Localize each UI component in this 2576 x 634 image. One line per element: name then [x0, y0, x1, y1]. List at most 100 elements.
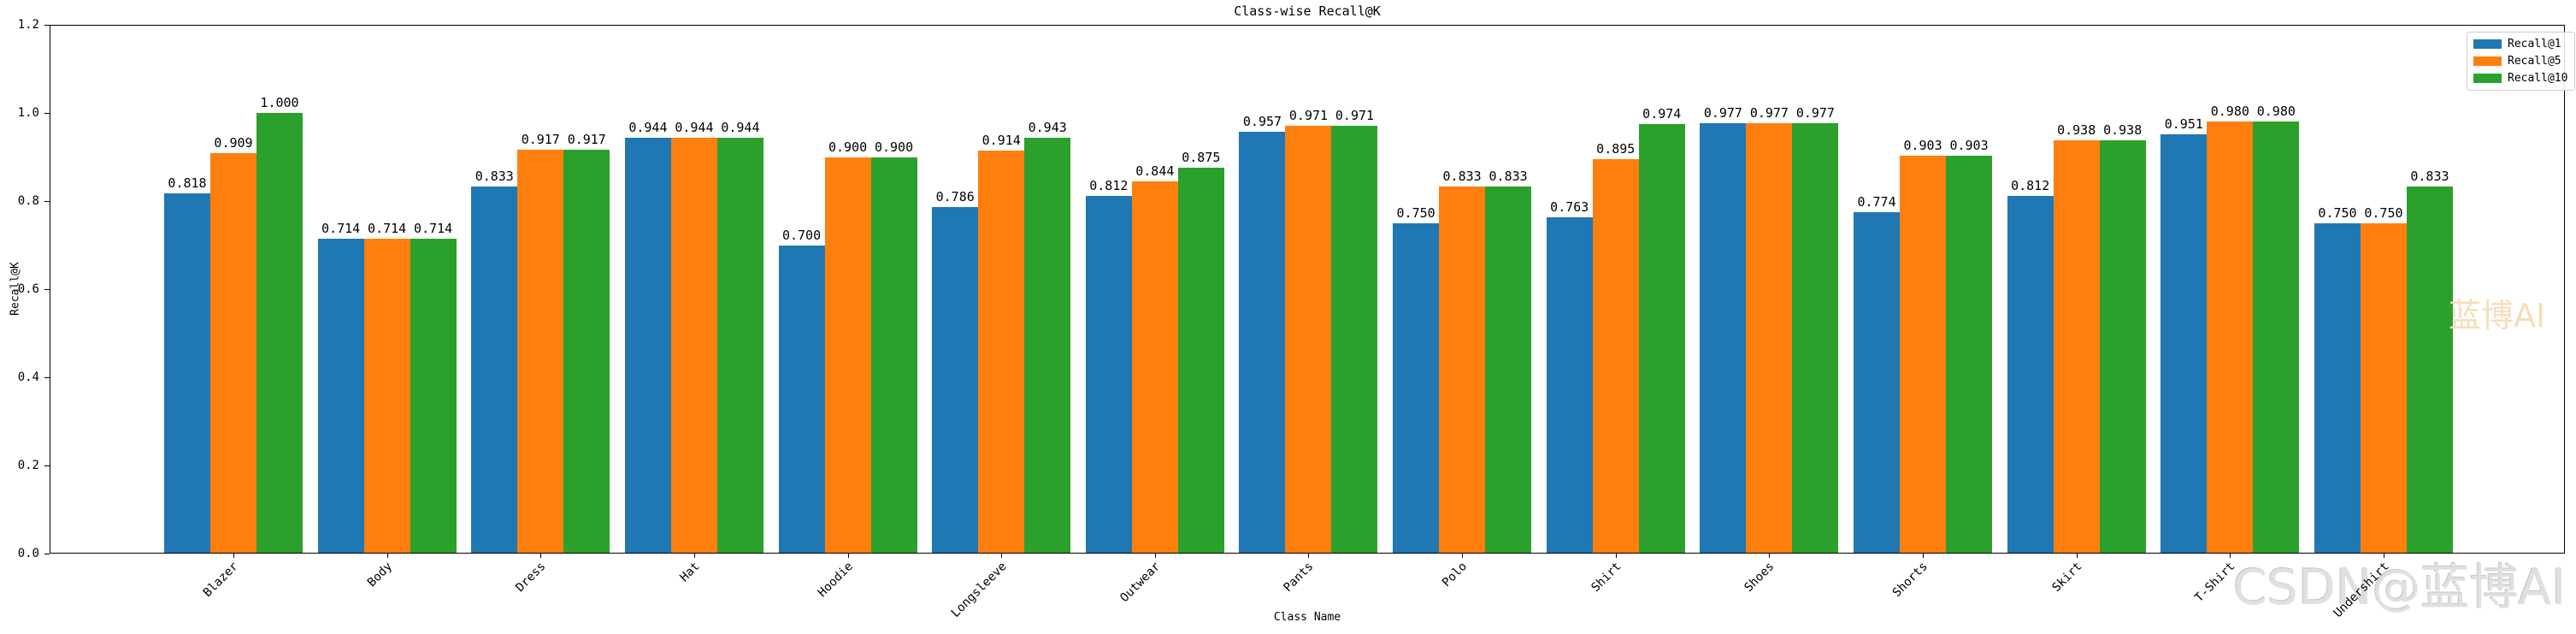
bar: [2253, 121, 2300, 553]
x-tick-mark: [1001, 554, 1003, 558]
bar: [778, 245, 825, 553]
bar-value-label: 0.944: [721, 119, 760, 135]
bar: [1131, 181, 1178, 553]
bar-value-label: 0.943: [1028, 120, 1067, 136]
bar-value-label: 0.951: [2164, 116, 2203, 133]
x-tick-mark: [693, 554, 695, 558]
chart-title: Class-wise Recall@K: [1234, 3, 1381, 19]
x-tick-label: Shirt: [1588, 560, 1624, 595]
bar: [1085, 195, 1132, 553]
x-tick-mark: [847, 554, 849, 558]
bar-value-label: 0.875: [1182, 150, 1221, 166]
bar: [410, 239, 457, 553]
y-tick-mark: [44, 289, 50, 290]
bar: [2160, 134, 2208, 553]
x-tick-mark: [1462, 554, 1464, 558]
x-tick-mark: [1154, 554, 1156, 558]
bar: [1546, 217, 1593, 553]
x-tick-label: Shoes: [1742, 560, 1777, 595]
x-tick-label: Hat: [677, 560, 703, 585]
x-tick-label: Polo: [1440, 560, 1471, 590]
bar-value-label: 0.763: [1550, 199, 1589, 216]
legend-label: Recall@5: [2508, 55, 2561, 68]
bar-value-label: 0.818: [168, 175, 207, 191]
x-tick-mark: [386, 554, 388, 558]
bar-value-label: 0.714: [321, 221, 361, 237]
x-tick-mark: [540, 554, 542, 558]
bar: [624, 137, 671, 553]
x-tick-mark: [1615, 554, 1617, 558]
x-tick-label: Dress: [513, 560, 549, 595]
bar-value-label: 0.957: [1242, 114, 1282, 130]
x-axis-label: Class Name: [1273, 611, 1341, 624]
legend: Recall@1 Recall@5 Recall@10: [2467, 32, 2576, 91]
x-tick-label: Skirt: [2048, 560, 2084, 595]
bar-value-label: 0.844: [1135, 163, 1175, 180]
bar: [1024, 138, 1071, 553]
y-tick-mark: [44, 465, 50, 466]
bar-value-label: 0.938: [2057, 121, 2096, 138]
x-tick-label: Hoodie: [815, 560, 856, 601]
bar-value-label: 0.944: [675, 119, 714, 135]
y-tick-mark: [44, 201, 50, 202]
bar-value-label: 0.833: [2410, 169, 2449, 184]
bar: [670, 137, 717, 553]
legend-swatch: [2473, 74, 2502, 83]
y-tick-label: 1.0: [17, 106, 39, 120]
y-tick-label: 1.2: [17, 18, 39, 32]
bar: [1946, 155, 1993, 553]
bar: [471, 187, 518, 553]
x-tick-label: Outwear: [1117, 560, 1164, 606]
bar-value-label: 0.909: [214, 134, 253, 151]
bar: [1285, 125, 1332, 553]
bar-value-label: 0.971: [1288, 107, 1329, 123]
bar: [824, 157, 871, 553]
y-tick-label: 0.8: [17, 194, 39, 208]
y-tick-label: 0.2: [17, 459, 39, 472]
legend-entry: Recall@1: [2473, 38, 2567, 50]
x-tick-label: Blazer: [201, 560, 242, 601]
bar: [317, 239, 364, 553]
legend-label: Recall@10: [2508, 72, 2568, 85]
bar: [2207, 121, 2254, 553]
bar-value-label: 0.833: [1442, 169, 1482, 184]
bar-value-label: 0.750: [1396, 204, 1435, 221]
bar-value-label: 0.900: [874, 139, 914, 155]
x-tick-mark: [2076, 554, 2078, 558]
bar-value-label: 0.977: [1749, 104, 1789, 121]
legend-label: Recall@1: [2508, 38, 2561, 50]
bar: [2053, 139, 2100, 553]
bar: [1592, 159, 1639, 553]
watermark-center: 蓝博AI: [2449, 297, 2546, 335]
bar-value-label: 0.714: [368, 221, 407, 237]
bar-value-label: 0.944: [628, 119, 668, 135]
x-tick-mark: [2230, 554, 2231, 558]
bar: [932, 207, 979, 553]
x-tick-label: Body: [364, 560, 395, 590]
x-tick-label: Shorts: [1890, 560, 1931, 601]
bar: [563, 149, 610, 553]
x-tick-mark: [1769, 554, 1771, 558]
bar: [1746, 122, 1793, 553]
bar: [363, 239, 410, 553]
bar: [870, 157, 917, 553]
bar-value-label: 0.980: [2210, 104, 2249, 120]
bar: [1700, 122, 1747, 553]
bar: [1900, 155, 1947, 553]
bar-value-label: 0.980: [2256, 104, 2296, 120]
y-tick-mark: [44, 113, 50, 114]
bar-value-label: 0.974: [1642, 106, 1682, 122]
bar-value-label: 0.917: [567, 131, 606, 147]
bar: [716, 137, 763, 553]
legend-swatch: [2473, 39, 2502, 49]
bar-value-label: 0.750: [2318, 204, 2357, 221]
bar: [164, 193, 210, 553]
legend-entry: Recall@5: [2473, 55, 2567, 68]
bar: [1485, 187, 1532, 553]
bar: [517, 149, 564, 553]
bar: [1331, 125, 1378, 553]
bar-value-label: 0.895: [1596, 141, 1636, 157]
bar-value-label: 0.977: [1703, 104, 1742, 121]
bar-value-label: 0.833: [475, 169, 514, 184]
bar-value-label: 0.900: [828, 139, 868, 155]
